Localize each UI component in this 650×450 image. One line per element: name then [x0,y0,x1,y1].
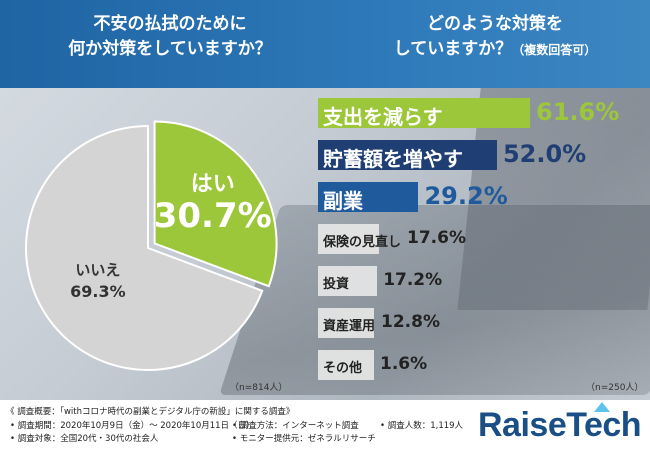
bar-2 [318,182,419,212]
footer: 《 調査概要：「withコロナ時代の副業とデジタル庁の新設」に関する調査》 • … [0,400,650,450]
bar-label-1: 貯蓄額を増やす [323,147,463,171]
survey-provider: • モニター提供元：ゼネラルリサーチ [232,434,376,444]
bar-3 [318,224,379,254]
survey-period: • 調査期間：2020年10月9日（金）～ 2020年10月11日（日） [10,421,255,431]
bar-value-0: 61.6% [536,98,620,126]
header-band: 不安の払拭のために 何か対策をしていますか？ どのような対策を していますか？（… [0,0,650,88]
pie-slice-no [25,124,264,371]
right-question: どのような対策を していますか？（複数回答可） [345,12,645,63]
bar-value-5: 12.8% [381,312,440,332]
bar-6 [318,350,374,380]
left-question: 不安の払拭のために 何か対策をしていますか？ [20,12,320,62]
right-question-line2-wrap: していますか？（複数回答可） [345,37,645,63]
left-question-line1: 不安の払拭のために [93,14,247,34]
bar-value-1: 52.0% [502,140,587,168]
bar-label-0: 支出を減らす [323,105,443,129]
right-question-suffix: （複数回答可） [512,43,597,57]
survey-count: • 調査人数：1,119人 [380,421,464,431]
pie-label-yes: はい [191,172,235,197]
pie-slice-yes [153,120,278,288]
bar-4 [318,266,378,296]
pie-value-no: 69.3% [70,282,126,301]
pie-label-no: いいえ [75,261,120,279]
raisetech-logo: RaiseTech [478,406,642,444]
bar-label-3: 保険の見直し [323,235,402,250]
bar-label-2: 副業 [323,189,363,213]
bar-label-6: その他 [323,361,363,376]
survey-target: • 調査対象：全国20代・30代の社会人 [10,434,159,444]
bar-5 [318,308,374,338]
survey-title: 《 調査概要：「withコロナ時代の副業とデジタル庁の新設」に関する調査》 [6,407,295,417]
bar-value-6: 1.6% [380,354,428,374]
bar-label-5: 資産運用 [323,319,376,334]
bar-1 [318,140,497,170]
pie-sample-size: （n=814人） [230,383,288,393]
right-question-line2: していますか？ [393,39,513,59]
bar-0 [318,98,530,128]
bar-label-4: 投資 [323,277,350,292]
bar-value-3: 17.6% [407,228,466,248]
logo-triangle-icon [594,402,610,412]
right-question-line1: どのような対策を [427,14,563,34]
pie-value-yes: 30.7% [154,196,272,236]
survey-method: • 調査方法：インターネット調査 [232,421,359,431]
bar-value-4: 17.2% [383,270,443,290]
left-question-line2: 何か対策をしていますか？ [68,39,272,59]
bar-sample-size: （n=250人） [586,383,644,393]
bar-value-2: 29.2% [424,182,508,210]
